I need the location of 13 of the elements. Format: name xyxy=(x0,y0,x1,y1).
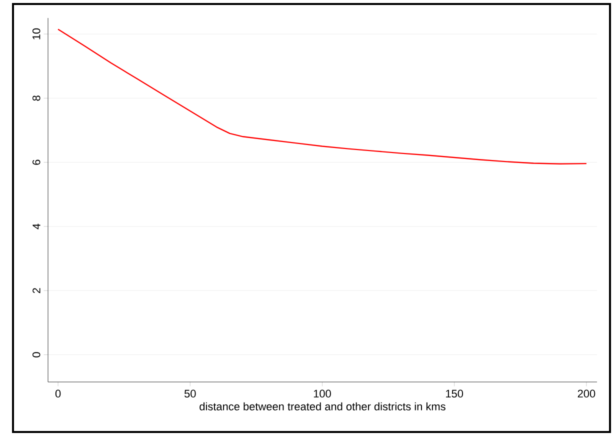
y-tick-label: 10 xyxy=(32,28,40,40)
y-tick-label: 4 xyxy=(32,224,40,230)
x-axis-title: distance between treated and other districts in kms xyxy=(200,402,446,410)
x-tick-label: 150 xyxy=(446,390,464,398)
x-tick-label: 100 xyxy=(314,390,331,398)
line-series xyxy=(57,28,588,165)
y-tick-label: 6 xyxy=(32,160,40,165)
y-tick-label: 0 xyxy=(32,352,40,358)
x-tick-label: 200 xyxy=(578,390,596,398)
x-tick-label: 0 xyxy=(55,390,61,398)
x-tick-label: 50 xyxy=(184,390,196,398)
y-tick-label: 2 xyxy=(32,288,40,294)
y-tick-label: 8 xyxy=(32,96,40,101)
